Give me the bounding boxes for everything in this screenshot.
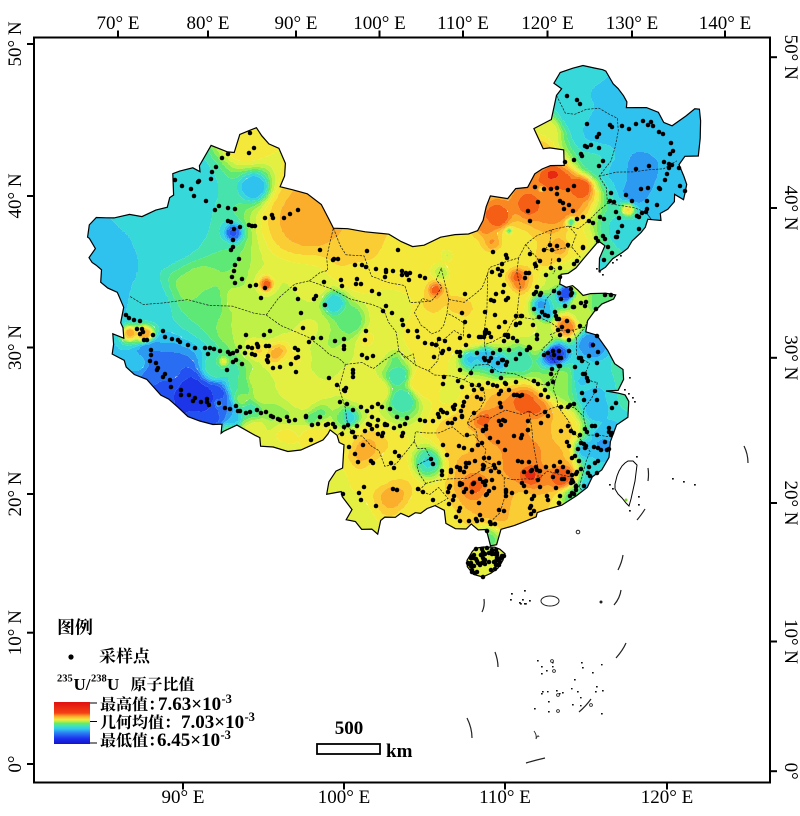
svg-text:90° E: 90° E — [162, 787, 205, 808]
svg-text:140° E: 140° E — [699, 13, 751, 34]
svg-text:80° E: 80° E — [187, 13, 230, 34]
svg-text:120° E: 120° E — [521, 13, 573, 34]
svg-text:100° E: 100° E — [353, 13, 405, 34]
svg-text:0°: 0° — [780, 763, 800, 780]
svg-text:130° E: 130° E — [606, 13, 658, 34]
svg-text:7.63×10: 7.63×10 — [158, 694, 221, 715]
svg-text:10° N: 10° N — [5, 610, 26, 655]
svg-text:10° N: 10° N — [780, 619, 800, 664]
svg-text:50° N: 50° N — [780, 35, 800, 80]
svg-text:30° N: 30° N — [5, 325, 26, 370]
svg-text:40° N: 40° N — [780, 185, 800, 230]
svg-text:100° E: 100° E — [318, 787, 370, 808]
svg-text:0°: 0° — [5, 755, 26, 772]
svg-text:U/: U/ — [74, 675, 91, 694]
svg-text:110° E: 110° E — [437, 13, 489, 34]
svg-text:500: 500 — [335, 718, 364, 739]
svg-text:U: U — [107, 675, 119, 694]
svg-text:238: 238 — [91, 674, 107, 685]
svg-text:235: 235 — [57, 674, 73, 685]
svg-text:km: km — [386, 741, 413, 762]
svg-text:40° N: 40° N — [5, 173, 26, 218]
svg-text:90° E: 90° E — [275, 13, 318, 34]
svg-text:20° N: 20° N — [5, 471, 26, 516]
svg-text:110° E: 110° E — [479, 787, 531, 808]
svg-text:30° N: 30° N — [780, 335, 800, 380]
svg-text:70° E: 70° E — [97, 13, 140, 34]
svg-text:6.45×10: 6.45×10 — [157, 730, 220, 751]
svg-text:20° N: 20° N — [780, 480, 800, 525]
svg-text:120° E: 120° E — [641, 787, 693, 808]
svg-text:7.03×10: 7.03×10 — [181, 712, 244, 733]
svg-text:-3: -3 — [245, 710, 255, 724]
svg-text:-3: -3 — [221, 728, 231, 742]
svg-text:-3: -3 — [222, 692, 232, 706]
svg-text:50° N: 50° N — [5, 21, 26, 66]
